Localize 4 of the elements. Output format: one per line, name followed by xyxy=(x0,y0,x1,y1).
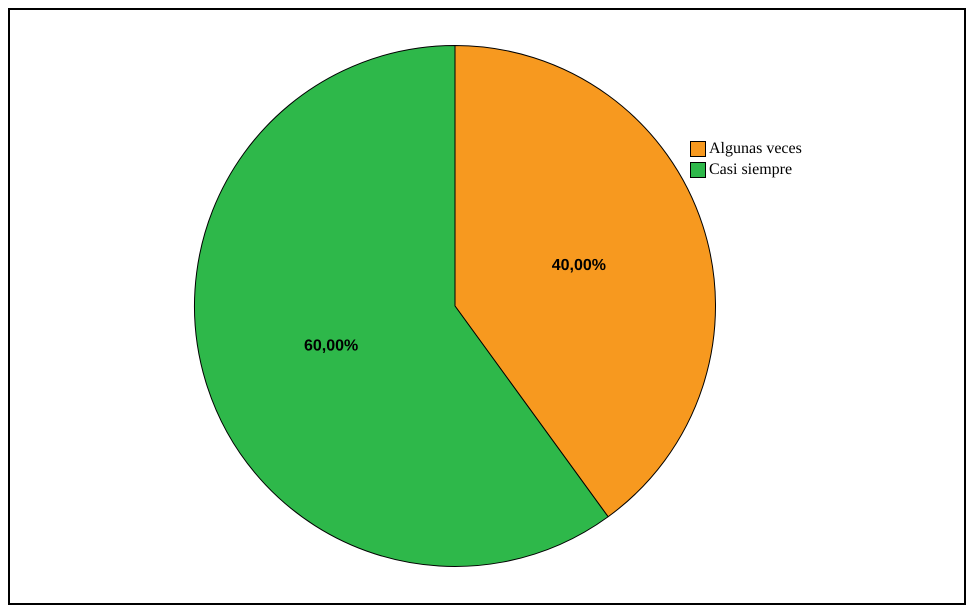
data-label: 60,00% xyxy=(304,338,358,355)
legend-label: Algunas veces xyxy=(709,140,802,158)
data-label: 40,00% xyxy=(552,257,606,274)
legend-label: Casi siempre xyxy=(709,160,792,178)
